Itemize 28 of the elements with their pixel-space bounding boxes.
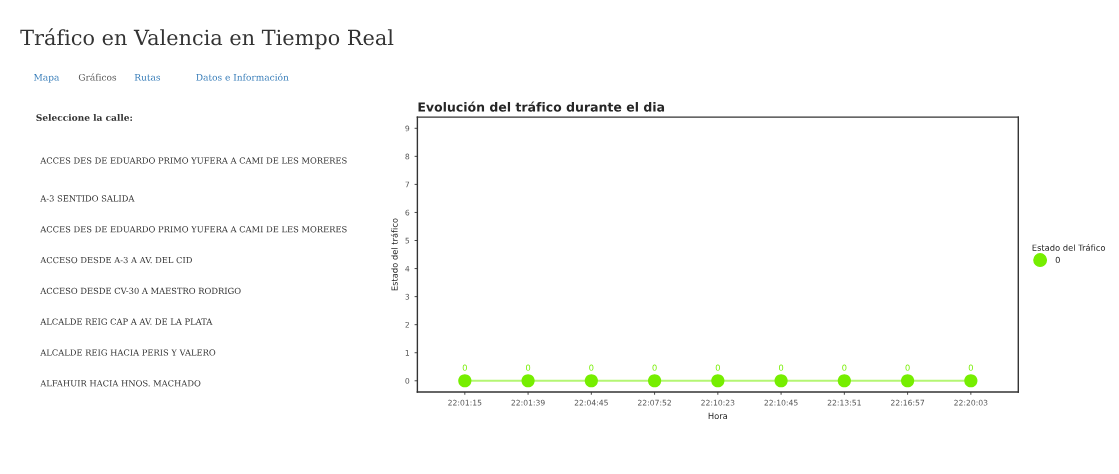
data-label: 0 [968,364,973,371]
data-label: 0 [462,364,467,371]
data-label: 0 [525,364,531,371]
y-axis-title: Estado del tráfico [390,218,398,291]
chart-title: Evolución del tráfico durante el dia [418,101,665,112]
legend-title: Estado del Tráfico [1032,244,1106,251]
text: ALCALDE REIG HACIA PERIS Y VALERO [40,349,216,356]
data-label: 0 [905,364,910,371]
text: Datos e Información [196,73,289,81]
text: Seleccione la calle: [36,114,133,121]
data-label: 0 [778,364,784,371]
text: Rutas [134,74,161,81]
text: ALFAHUIR HACIA HNOS. MACHADO [40,380,201,387]
text: A-3 SENTIDO SALIDA [40,195,135,202]
text: Gráficos [78,73,117,81]
x-axis-title: Hora [708,412,728,420]
text: ACCES DES DE EDUARDO PRIMO YUFERA A CAMI DE LES MORERES [40,157,347,164]
legend-label: 0 [1055,256,1060,264]
text: ACCESO DESDE CV-30 A MAESTRO RODRIGO [40,287,241,294]
text: ACCESO DESDE A-3 A AV. DEL CID [40,256,192,264]
text: Tráfico en Valencia en Tiempo Real [20,28,394,50]
data-label: 0 [842,364,847,371]
text: Mapa [34,74,60,83]
text: ACCES DES DE EDUARDO PRIMO YUFERA A CAMI DE LES MORERES [40,226,347,233]
data-label: 0 [589,364,594,371]
data-label: 0 [715,364,720,371]
data-label: 0 [652,364,657,371]
text: ALCALDE REIG CAP A AV. DE LA PLATA [40,318,213,325]
